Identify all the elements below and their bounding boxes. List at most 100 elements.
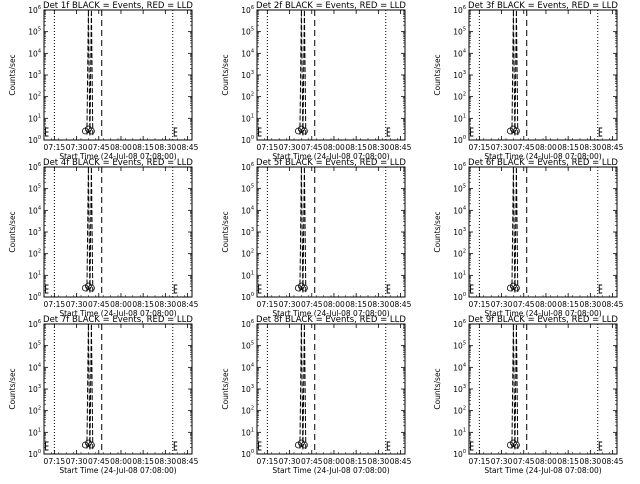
x-tick-label: 07:45: [513, 300, 535, 309]
x-tick-label: 08:15: [345, 143, 367, 152]
x-tick-label: 08:00: [110, 143, 132, 152]
y-tick-label: 100: [453, 292, 466, 302]
plot-frame: [43, 166, 193, 298]
x-tick-label: 08:30: [155, 143, 177, 152]
data-point-marker: [513, 441, 520, 449]
y-tick-label: 100: [241, 449, 254, 459]
panel-title: Det 8f BLACK = Events, RED = LLD: [256, 315, 406, 325]
data-point-marker: [513, 284, 520, 292]
plot-frame: [43, 323, 193, 455]
y-tick-label: 103: [453, 70, 466, 80]
series-line-events: [299, 9, 307, 137]
x-tick-label: 07:15: [44, 457, 66, 466]
x-tick-label: 08:00: [323, 300, 345, 309]
x-tick-label: 07:15: [257, 143, 279, 152]
y-axis-label: Counts/sec: [221, 54, 230, 95]
plot-frame: [256, 323, 406, 455]
series-line-events: [511, 166, 519, 294]
y-tick-label: 105: [453, 184, 466, 194]
x-tick-label: 07:30: [279, 143, 301, 152]
x-tick-label: 07:30: [66, 457, 88, 466]
data-point-marker: [88, 284, 95, 292]
series-line-events: [511, 323, 519, 451]
y-tick-label: 101: [453, 427, 466, 437]
y-tick-label: 102: [28, 406, 41, 416]
error-bar-marker: [386, 284, 391, 294]
y-tick-label: 100: [241, 292, 254, 302]
x-tick-label: 08:45: [390, 300, 412, 309]
x-tick-label: 07:45: [88, 143, 110, 152]
x-axis-label: Start Time (24-Jul-08 07:08:00): [272, 466, 389, 475]
y-tick-label: 102: [28, 249, 41, 259]
error-bar-marker: [598, 127, 603, 137]
x-tick-label: 08:15: [557, 457, 579, 466]
y-tick-label: 106: [241, 5, 254, 15]
y-tick-label: 106: [453, 319, 466, 329]
x-axis-label: Start Time (24-Jul-08 07:08:00): [272, 309, 389, 318]
y-tick-label: 101: [28, 270, 41, 280]
x-tick-label: 08:15: [132, 457, 154, 466]
x-axis-label: Start Time (24-Jul-08 07:08:00): [272, 152, 389, 161]
error-bar-marker: [45, 441, 49, 451]
data-point-marker: [88, 127, 95, 135]
x-tick-label: 07:30: [279, 457, 301, 466]
y-tick-label: 104: [28, 48, 41, 58]
x-tick-label: 08:00: [535, 457, 557, 466]
x-tick-label: 08:45: [390, 143, 412, 152]
y-axis-label: Counts/sec: [221, 368, 230, 409]
y-tick-label: 102: [453, 249, 466, 259]
y-tick-label: 103: [241, 227, 254, 237]
y-tick-label: 100: [453, 135, 466, 145]
y-tick-label: 105: [241, 184, 254, 194]
y-tick-label: 101: [241, 270, 254, 280]
x-tick-label: 08:00: [323, 143, 345, 152]
data-point-marker: [300, 441, 308, 449]
y-axis-label: Counts/sec: [8, 211, 17, 252]
series-line-events: [299, 166, 307, 294]
x-tick-label: 07:15: [257, 457, 279, 466]
detector-panel-6: Det 6f BLACK = Events, RED = LLD Counts/s…: [433, 158, 624, 318]
series-line-events: [86, 323, 94, 451]
plot-frame: [468, 166, 618, 298]
x-axis-label: Start Time (24-Jul-08 07:08:00): [484, 309, 601, 318]
y-tick-label: 104: [241, 48, 254, 58]
x-tick-label: 08:15: [557, 143, 579, 152]
x-tick-label: 08:30: [368, 300, 390, 309]
error-bar-marker: [173, 284, 178, 294]
y-tick-label: 103: [28, 384, 41, 394]
y-tick-label: 103: [453, 384, 466, 394]
plot-frame: [256, 9, 406, 141]
x-tick-label: 08:15: [132, 143, 154, 152]
plot-frame: [256, 166, 406, 298]
panel-title: Det 2f BLACK = Events, RED = LLD: [256, 1, 406, 11]
series-line-events: [86, 166, 94, 294]
y-tick-label: 102: [241, 92, 254, 102]
panel-title: Det 6f BLACK = Events, RED = LLD: [468, 158, 618, 168]
y-tick-label: 106: [28, 319, 41, 329]
data-point-marker: [88, 441, 95, 449]
y-tick-label: 101: [28, 427, 41, 437]
error-bar-marker: [386, 127, 391, 137]
series-line-events: [299, 323, 307, 451]
detector-panel-8: Det 8f BLACK = Events, RED = LLD Counts/s…: [221, 315, 412, 475]
x-tick-label: 08:45: [177, 143, 199, 152]
x-tick-label: 08:30: [368, 457, 390, 466]
x-tick-label: 08:45: [390, 457, 412, 466]
y-tick-label: 104: [241, 205, 254, 215]
x-tick-label: 07:15: [44, 300, 66, 309]
detector-panel-3: Det 3f BLACK = Events, RED = LLD Counts/s…: [433, 1, 624, 161]
x-axis-label: Start Time (24-Jul-08 07:08:00): [59, 152, 176, 161]
x-tick-label: 07:45: [301, 300, 323, 309]
x-tick-label: 07:45: [88, 300, 110, 309]
x-tick-label: 07:45: [301, 143, 323, 152]
y-axis-label: Counts/sec: [433, 368, 442, 409]
plot-frame: [43, 9, 193, 141]
panel-title: Det 3f BLACK = Events, RED = LLD: [468, 1, 618, 11]
x-tick-label: 07:15: [257, 300, 279, 309]
error-bar-marker: [173, 127, 178, 137]
y-tick-label: 106: [28, 5, 41, 15]
detector-panel-7: Det 7f BLACK = Events, RED = LLD Counts/s…: [8, 315, 199, 475]
y-tick-label: 103: [453, 227, 466, 237]
detector-panel-5: Det 5f BLACK = Events, RED = LLD Counts/s…: [221, 158, 412, 318]
